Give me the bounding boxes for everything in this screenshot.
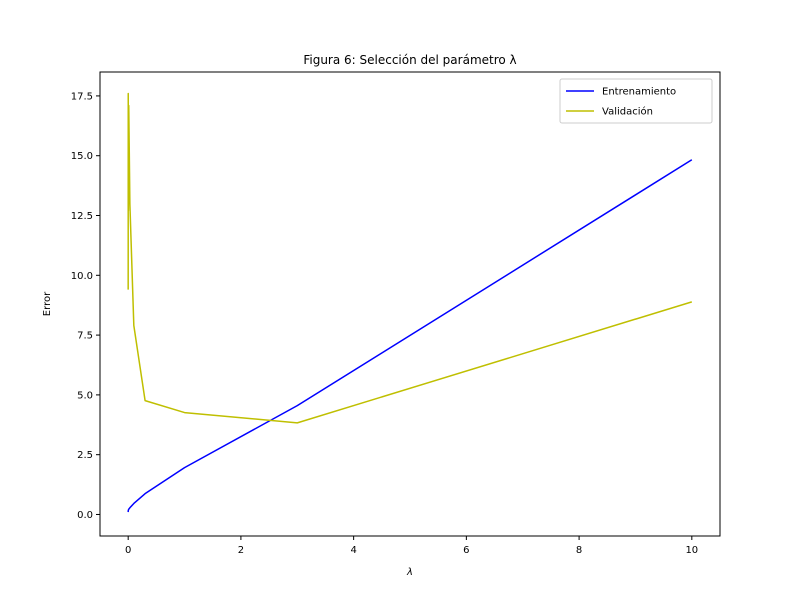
y-tick-label: 17.5 bbox=[71, 91, 93, 102]
plot-frame bbox=[99, 71, 721, 537]
legend-label: Entrenamiento bbox=[602, 87, 676, 98]
y-tick-label: 10.0 bbox=[71, 271, 93, 282]
y-tick-label: 15.0 bbox=[71, 151, 93, 162]
y-axis-ticks: 0.0 2.5 5.0 7.5 10.0 12.5 15.0 17.5 bbox=[71, 91, 100, 521]
series-layer bbox=[127, 92, 693, 513]
chart-title: Figura 6: Selección del parámetro λ bbox=[303, 53, 516, 67]
y-tick-label: 2.5 bbox=[77, 450, 93, 461]
legend: Entrenamiento Validación bbox=[559, 78, 713, 124]
y-tick-label: 5.0 bbox=[77, 390, 93, 401]
x-tick-label: 0 bbox=[125, 545, 131, 556]
x-axis-ticks: 0 2 4 6 8 10 bbox=[125, 536, 698, 556]
x-tick-label: 10 bbox=[685, 545, 698, 556]
legend-box bbox=[559, 78, 713, 124]
x-tick-label: 8 bbox=[576, 545, 582, 556]
y-tick-label: 12.5 bbox=[71, 211, 93, 222]
x-tick-label: 6 bbox=[463, 545, 469, 556]
y-tick-label: 7.5 bbox=[77, 331, 93, 342]
series-line-entrenamiento bbox=[127, 159, 693, 513]
series-line-validacion bbox=[127, 92, 693, 424]
x-tick-label: 4 bbox=[350, 545, 356, 556]
y-axis-label: Error bbox=[42, 291, 53, 316]
x-axis-label: λ bbox=[406, 567, 413, 578]
legend-label: Validación bbox=[602, 106, 653, 118]
x-tick-label: 2 bbox=[238, 545, 244, 556]
y-tick-label: 0.0 bbox=[77, 510, 93, 521]
